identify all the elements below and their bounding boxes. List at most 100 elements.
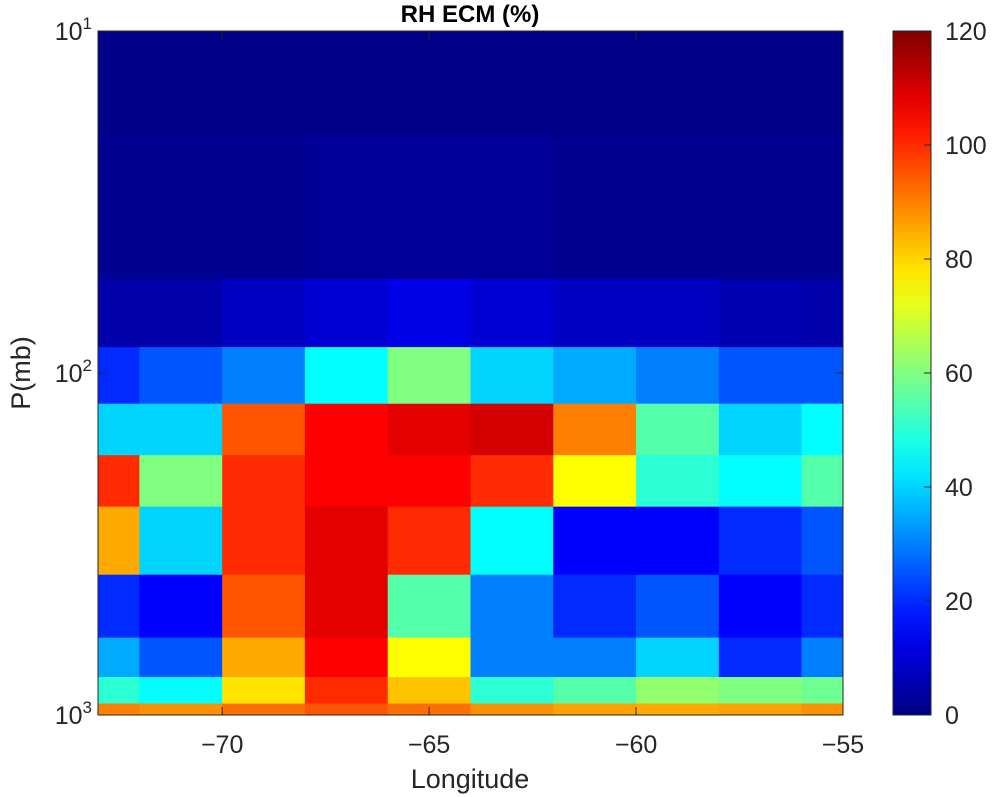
heatmap-cell	[139, 278, 223, 348]
colorbar-tick-label: 80	[945, 246, 973, 274]
heatmap-cell	[222, 574, 306, 638]
x-tick-label: −60	[615, 731, 657, 759]
heatmap-cell	[139, 403, 223, 456]
heatmap-cell	[470, 403, 554, 456]
heatmap-cell	[139, 574, 223, 638]
heatmap-cell	[222, 278, 306, 348]
heatmap-cell	[304, 574, 389, 638]
heatmap-cell	[470, 346, 554, 404]
heatmap-cell	[718, 676, 803, 704]
heatmap-cell	[139, 31, 223, 135]
heatmap-cell	[470, 278, 554, 348]
heatmap-cell	[470, 637, 554, 678]
heatmap-cell	[387, 278, 472, 348]
heatmap-cell	[801, 637, 843, 678]
heatmap-cell	[718, 31, 803, 135]
heatmap-cell	[470, 506, 554, 575]
heatmap-cell	[470, 31, 554, 135]
heatmap-cell	[304, 637, 389, 678]
heatmap-cell	[470, 454, 554, 507]
heatmap-cell	[304, 676, 389, 704]
heatmap-cell	[98, 702, 140, 715]
heatmap-cell	[387, 637, 472, 678]
heatmap-cell	[98, 278, 140, 348]
heatmap-cell	[139, 506, 223, 575]
colorbar-tick-label: 20	[945, 588, 973, 616]
heatmap-cell	[139, 454, 223, 507]
heatmap-cell	[718, 133, 803, 280]
heatmap-cell	[553, 31, 637, 135]
heatmap-cell	[801, 454, 843, 507]
x-axis: −70 −65 −60 −55	[201, 31, 864, 759]
heatmap-cell	[718, 506, 803, 575]
heatmap-cell	[98, 637, 140, 678]
heatmap-cell	[98, 454, 140, 507]
heatmap-cell	[553, 346, 637, 404]
heatmap-cell	[304, 702, 389, 715]
colorbar-tick-label: 0	[945, 702, 959, 730]
colorbar-tick-label: 120	[945, 18, 987, 46]
heatmap-cell	[553, 702, 637, 715]
heatmap-cell	[304, 506, 389, 575]
heatmap-cell	[718, 403, 803, 456]
heatmap-cell	[553, 676, 637, 704]
heatmap-cell	[98, 574, 140, 638]
heatmap-cell	[304, 278, 389, 348]
heatmap-cell	[222, 403, 306, 456]
y-axis-label: P(mb)	[6, 336, 36, 410]
heatmap-cell	[387, 454, 472, 507]
heatmap-cell	[222, 676, 306, 704]
x-tick-label: −65	[408, 731, 450, 759]
x-axis-label: Longitude	[411, 764, 530, 794]
heatmap-cell	[636, 278, 720, 348]
heatmap-cell	[470, 133, 554, 280]
heatmap-cell	[718, 574, 803, 638]
heatmap-cell	[801, 133, 843, 280]
heatmap-cell	[636, 637, 720, 678]
heatmap-cell	[304, 403, 389, 456]
heatmap-cell	[718, 637, 803, 678]
heatmap-cell	[553, 637, 637, 678]
heatmap-cell	[470, 702, 554, 715]
heatmap-cell	[801, 506, 843, 575]
heatmap-cell	[98, 133, 140, 280]
heatmap-cell	[139, 346, 223, 404]
heatmap-cell	[636, 454, 720, 507]
heatmap-cell	[222, 702, 306, 715]
heatmap-cell	[222, 31, 306, 135]
heatmap-cell	[636, 676, 720, 704]
y-tick-label: 102	[55, 356, 92, 388]
y-axis: 101 102 103	[55, 14, 843, 730]
heatmap-cell	[387, 346, 472, 404]
heatmap-cell	[636, 506, 720, 575]
x-tick-label: −70	[201, 731, 243, 759]
heatmap-cell	[304, 133, 389, 280]
heatmap-cell	[222, 454, 306, 507]
chart-title: RH ECM (%)	[401, 1, 540, 28]
heatmap-cell	[553, 133, 637, 280]
colorbar-tick-label: 60	[945, 360, 973, 388]
heatmap-cell	[553, 574, 637, 638]
x-tick-label: −55	[822, 731, 864, 759]
heatmap-cell	[718, 454, 803, 507]
heatmap-cell	[139, 637, 223, 678]
heatmap-cell	[636, 346, 720, 404]
heatmap-cell	[387, 403, 472, 456]
heatmap-cell	[222, 133, 306, 280]
heatmap-cell	[387, 133, 472, 280]
heatmap-cell	[636, 574, 720, 638]
heatmap-cell	[470, 574, 554, 638]
heatmap-cell	[718, 278, 803, 348]
heatmap-cells	[98, 31, 843, 715]
heatmap-cell	[98, 403, 140, 456]
heatmap-cell	[304, 346, 389, 404]
heatmap-cell	[222, 346, 306, 404]
heatmap-cell	[636, 403, 720, 456]
heatmap-cell	[304, 454, 389, 507]
y-tick-label: 103	[55, 698, 92, 730]
heatmap-cell	[801, 702, 843, 715]
heatmap-cell	[553, 403, 637, 456]
heatmap-cell	[98, 31, 140, 135]
heatmap-cell	[387, 574, 472, 638]
